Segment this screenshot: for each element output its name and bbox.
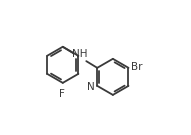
Text: Br: Br — [131, 62, 142, 72]
Text: NH: NH — [72, 49, 88, 59]
Text: N: N — [87, 82, 94, 92]
Text: F: F — [59, 89, 65, 99]
